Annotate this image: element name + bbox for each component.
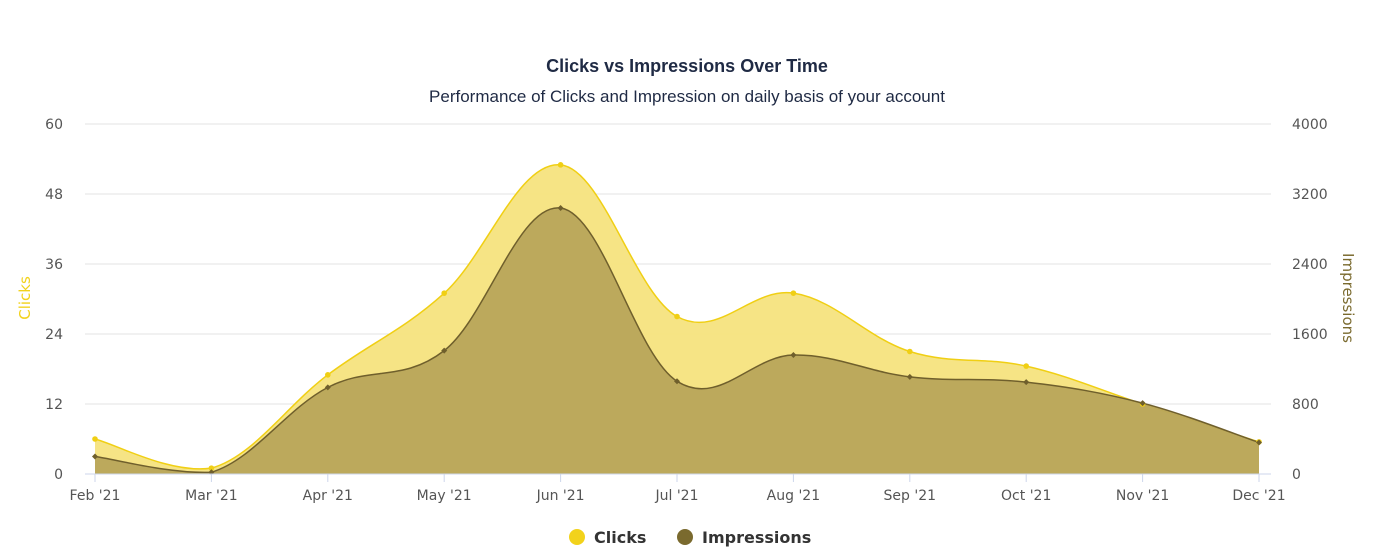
chart-subtitle: Performance of Clicks and Impression on … xyxy=(429,87,945,106)
y-left-tick-label: 12 xyxy=(45,397,63,413)
x-tick-label: Sep '21 xyxy=(884,488,937,504)
point-clicks[interactable] xyxy=(790,290,797,296)
point-clicks[interactable] xyxy=(1023,363,1029,369)
legend-swatch xyxy=(677,529,693,545)
point-impressions[interactable] xyxy=(906,373,913,380)
legend-swatch xyxy=(569,529,585,545)
chart-title: Clicks vs Impressions Over Time xyxy=(546,56,828,76)
y-left-tick-label: 48 xyxy=(45,187,63,203)
y-left-tick-label: 60 xyxy=(45,117,63,133)
legend-label: Impressions xyxy=(702,528,811,547)
x-tick-label: Mar '21 xyxy=(185,488,238,504)
point-clicks[interactable] xyxy=(557,162,564,168)
y-right-tick-label: 4000 xyxy=(1292,117,1328,133)
point-impressions[interactable] xyxy=(1023,379,1030,386)
y-axis-right: 0 800 1600 2400 3200 4000 xyxy=(1292,117,1328,483)
y-right-tick-label: 1600 xyxy=(1292,327,1328,343)
y-right-tick-label: 800 xyxy=(1292,397,1319,413)
series-line-clicks xyxy=(94,164,1260,470)
y-right-tick-label: 0 xyxy=(1292,467,1301,483)
point-impressions[interactable] xyxy=(324,384,331,391)
y-left-tick-label: 0 xyxy=(54,467,63,483)
x-tick-label: Jun '21 xyxy=(536,488,585,504)
point-clicks[interactable] xyxy=(441,290,448,296)
point-impressions[interactable] xyxy=(674,378,680,385)
point-clicks[interactable] xyxy=(907,348,913,355)
point-clicks[interactable] xyxy=(325,372,331,378)
x-tick-label: Dec '21 xyxy=(1232,488,1285,504)
point-clicks[interactable] xyxy=(674,313,680,320)
point-impressions[interactable] xyxy=(441,347,448,354)
point-impressions[interactable] xyxy=(1256,439,1262,446)
point-impressions[interactable] xyxy=(557,205,564,211)
y-right-tick-label: 2400 xyxy=(1292,257,1328,273)
x-tick-label: Oct '21 xyxy=(1001,488,1051,504)
series-line-impressions xyxy=(94,207,1260,474)
series-markers xyxy=(92,162,1262,476)
y-axis-left-title: Clicks xyxy=(16,276,34,320)
legend-item-clicks[interactable]: Clicks xyxy=(569,528,646,547)
point-clicks[interactable] xyxy=(208,465,215,471)
x-tick-label: May '21 xyxy=(417,488,472,504)
point-clicks[interactable] xyxy=(92,436,98,442)
x-tick-label: Apr '21 xyxy=(303,488,353,504)
x-axis: Feb '21 Mar '21 Apr '21 May '21 Jun '21 Jul '… xyxy=(70,473,1286,504)
series-areas xyxy=(94,164,1260,475)
legend-label: Clicks xyxy=(594,528,646,547)
y-axis-right-title: Impressions xyxy=(1339,253,1357,343)
x-tick-label: Feb '21 xyxy=(70,488,121,504)
y-axis-left: 0 12 24 36 48 60 xyxy=(45,117,63,483)
point-impressions[interactable] xyxy=(1139,400,1146,407)
x-tick-label: Nov '21 xyxy=(1116,488,1169,504)
legend-item-impressions[interactable]: Impressions xyxy=(677,528,811,547)
y-left-tick-label: 36 xyxy=(45,257,63,273)
y-left-tick-label: 24 xyxy=(45,327,63,343)
x-tick-label: Aug '21 xyxy=(767,488,820,504)
point-impressions[interactable] xyxy=(790,352,797,358)
x-tick-label: Jul '21 xyxy=(654,488,698,504)
series-area-impressions xyxy=(95,207,1259,475)
point-impressions[interactable] xyxy=(92,453,98,460)
y-right-tick-label: 3200 xyxy=(1292,187,1328,203)
legend: Clicks Impressions xyxy=(569,528,811,547)
